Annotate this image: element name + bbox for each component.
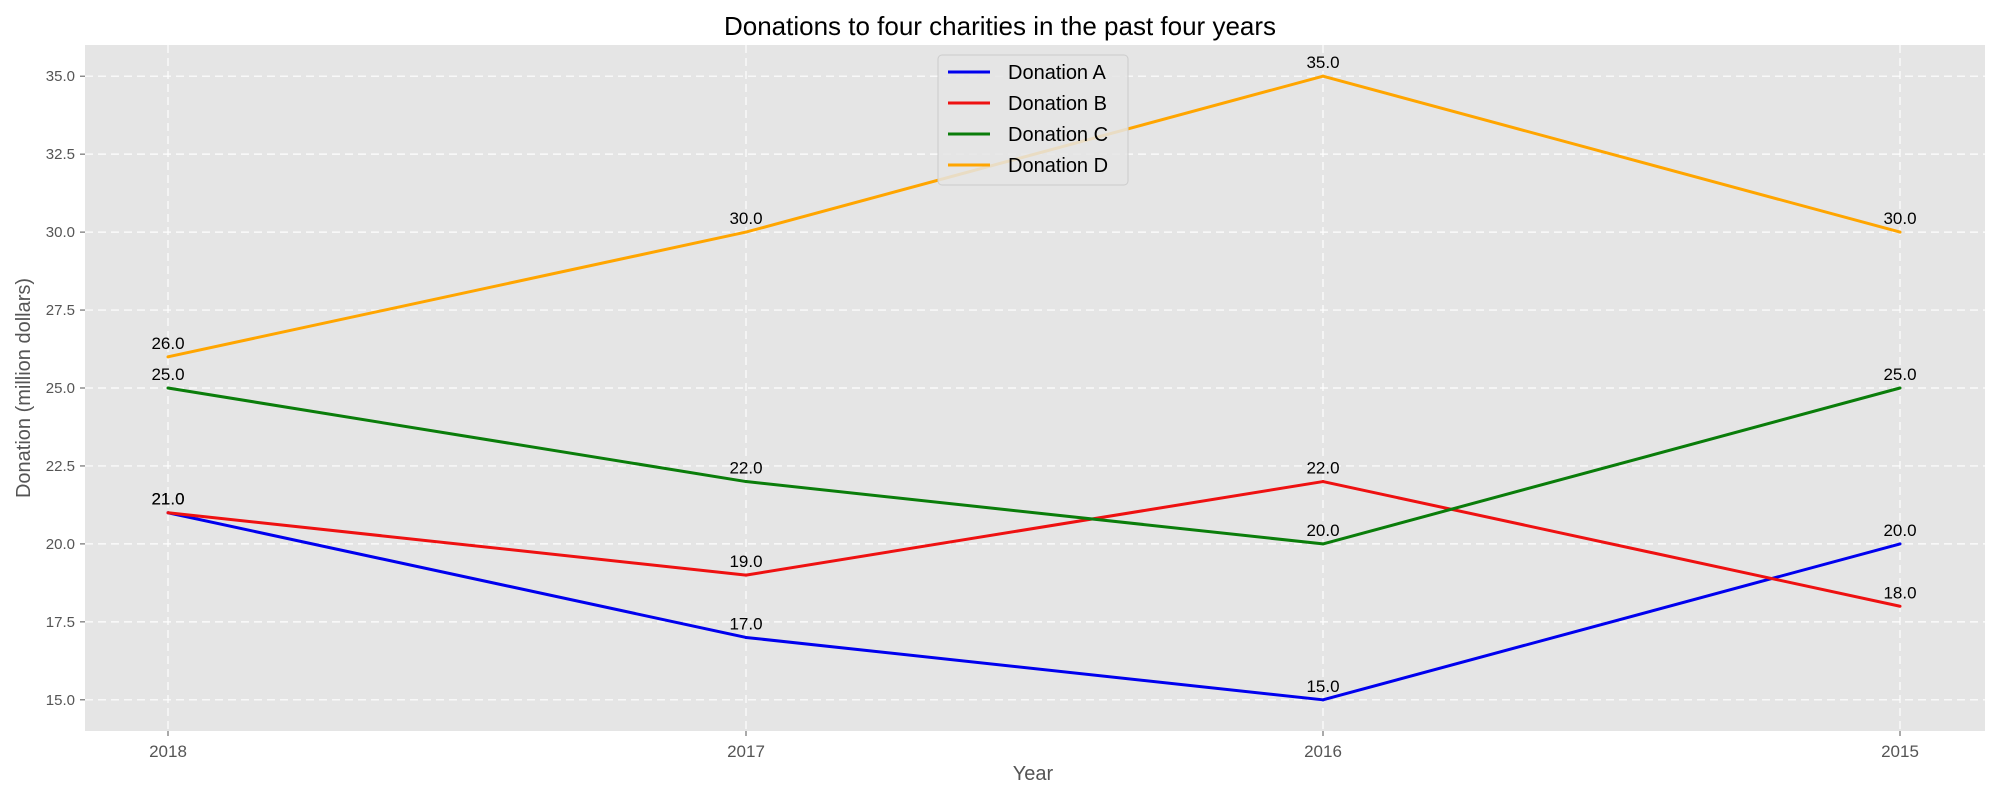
y-tick-label: 27.5 (46, 302, 75, 319)
data-point-donation-c (1898, 386, 1902, 390)
data-label-donation-c: 25.0 (1883, 365, 1916, 384)
y-tick-label: 17.5 (46, 614, 75, 631)
data-label-donation-a: 20.0 (1883, 521, 1916, 540)
y-tick-label: 15.0 (46, 692, 75, 709)
legend-label-donation-c: Donation C (1008, 124, 1108, 146)
legend-items: Donation A Donation B Donation C Donation D (948, 62, 1108, 177)
data-label-donation-c: 22.0 (729, 459, 762, 478)
series-line-donation-a (167, 511, 1901, 702)
series-line-donation-c (167, 386, 1901, 546)
data-label-donation-a: 21.0 (151, 490, 184, 509)
data-point-donation-d (1898, 230, 1902, 234)
y-tick-label: 20.0 (46, 536, 75, 553)
legend-label-donation-d: Donation D (1008, 155, 1108, 177)
data-label-donation-a: 15.0 (1306, 677, 1339, 696)
data-label-donation-d: 30.0 (729, 209, 762, 228)
chart-title: Donations to four charities in the past … (724, 11, 1276, 41)
data-label-donation-c: 25.0 (151, 365, 184, 384)
data-point-donation-c (744, 480, 748, 484)
series-line-donation-b (167, 480, 1901, 608)
data-point-donation-d (1321, 74, 1325, 78)
data-point-donation-c (1321, 542, 1325, 546)
x-tick-label: 2017 (727, 742, 765, 761)
y-tick-label: 30.0 (46, 224, 75, 241)
x-tick-label: 2016 (1304, 742, 1342, 761)
y-tick-label: 22.5 (46, 458, 75, 475)
data-label-donation-a: 17.0 (729, 614, 762, 633)
data-point-donation-d (744, 230, 748, 234)
y-tick-label: 32.5 (46, 146, 75, 163)
y-tick-label: 35.0 (46, 68, 75, 85)
data-point-donation-b (744, 573, 748, 577)
data-label-donation-d: 30.0 (1883, 209, 1916, 228)
data-label-donation-c: 20.0 (1306, 521, 1339, 540)
legend-box (937, 54, 1129, 186)
x-tick-label: 2018 (149, 742, 187, 761)
data-label-donation-b: 22.0 (1306, 459, 1339, 478)
data-point-donation-a (744, 635, 748, 639)
data-point-donation-a (1321, 698, 1325, 702)
data-point-donation-c (166, 386, 170, 390)
y-tick-label: 25.0 (46, 380, 75, 397)
x-tick-label: 2015 (1881, 742, 1919, 761)
y-axis-title: Donation (million dollars) (13, 278, 35, 498)
legend-label-donation-b: Donation B (1008, 93, 1107, 115)
data-point-donation-b (1321, 480, 1325, 484)
data-label-donation-b: 21.0 (151, 490, 184, 509)
data-label-donation-d: 26.0 (151, 334, 184, 353)
data-label-donation-b: 19.0 (729, 552, 762, 571)
data-point-donation-b (1898, 604, 1902, 608)
data-point-donation-a (1898, 542, 1902, 546)
axis-ticks: 15.0 17.5 20.0 22.5 25.0 27.5 30.0 32.5 35.0 2018… (46, 68, 1919, 761)
data-point-donation-b (166, 511, 170, 515)
data-labels: 21.017.015.020.021.019.022.018.025.022.0… (151, 53, 1916, 696)
data-label-donation-d: 35.0 (1306, 53, 1339, 72)
x-axis-title: Year (1013, 763, 1054, 785)
data-label-donation-b: 18.0 (1883, 583, 1916, 602)
legend: Donation A Donation B Donation C Donation D (937, 54, 1129, 186)
legend-label-donation-a: Donation A (1008, 62, 1107, 84)
data-point-donation-d (166, 355, 170, 359)
